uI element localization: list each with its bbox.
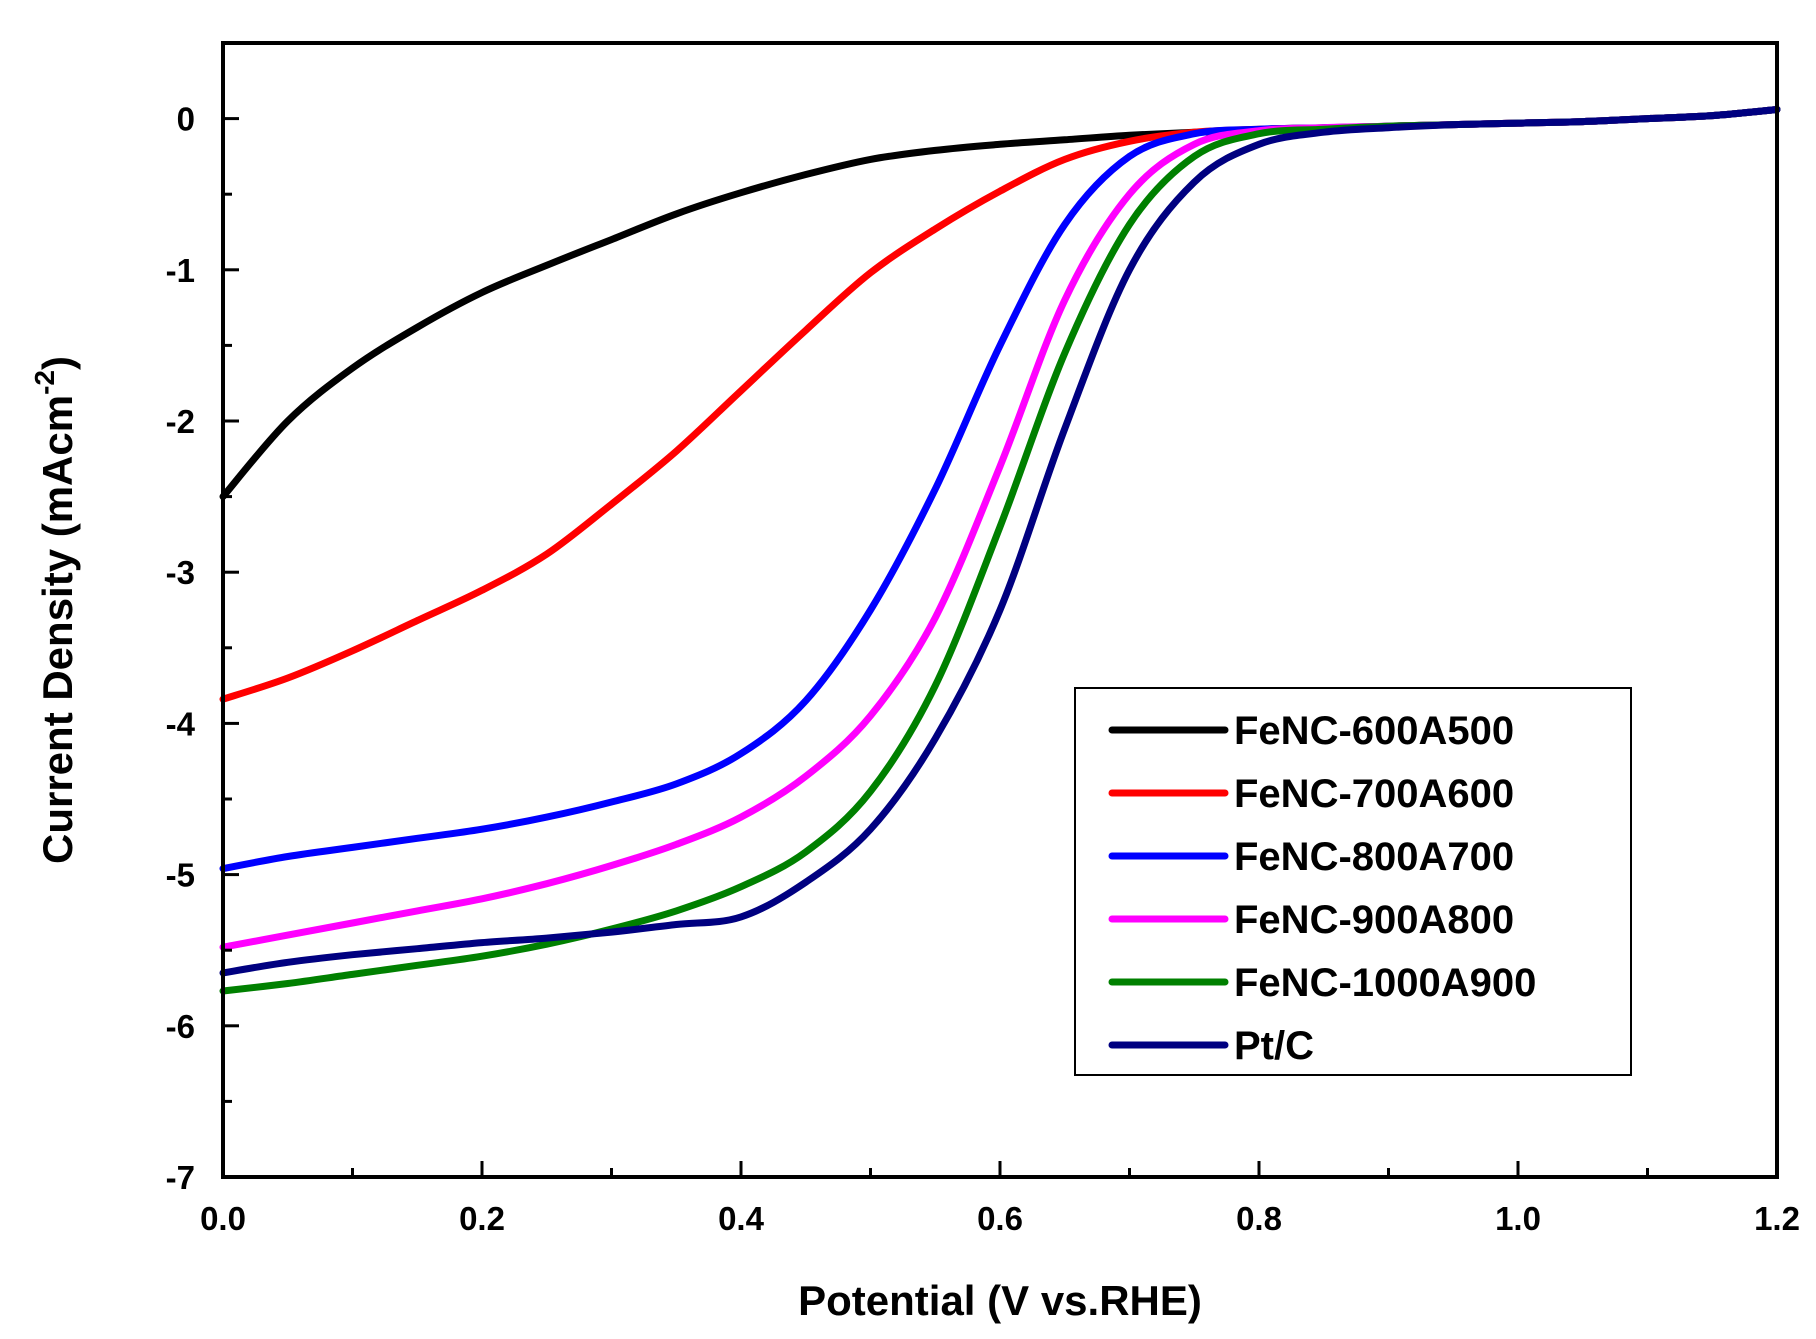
x-tick-label: 0.8 [1236,1200,1282,1237]
y-tick-label: -3 [166,554,195,591]
legend-label-3: FeNC-900A800 [1234,898,1514,942]
x-tick-label: 0.6 [977,1200,1023,1237]
y-axis-title: Current Density (mAcm-2) [29,356,81,864]
legend: FeNC-600A500 FeNC-700A600 FeNC-800A700 FeNC… [1074,687,1632,1076]
x-tick-label: 0.4 [718,1200,765,1237]
legend-label-1: FeNC-700A600 [1234,772,1514,816]
y-tick-label: -1 [166,252,195,289]
x-tick-label: 1.2 [1754,1200,1800,1237]
tick-layer: 0.0 0.2 0.4 0.6 0.8 1.0 1.2 0 -1 -2 -3 -4 -5 -6 -7 [166,101,1800,1237]
x-tick-label: 0.2 [459,1200,505,1237]
series-line-0 [219,106,1781,501]
y-tick-label: -5 [166,857,195,894]
legend-items: FeNC-600A500 FeNC-700A600 FeNC-800A700 FeNC… [1108,709,1536,1068]
legend-label-2: FeNC-800A700 [1234,835,1514,879]
legend-label-4: FeNC-1000A900 [1234,961,1536,1005]
series-layer [219,106,1781,995]
y-tick-label: -7 [166,1159,195,1196]
y-axis-title-close: ) [34,356,81,370]
y-tick-label: 0 [177,101,195,138]
x-tick-label: 1.0 [1495,1200,1541,1237]
legend-label-5: Pt/C [1234,1024,1314,1068]
y-tick-label: -4 [166,705,196,742]
y-axis-title-superscript: -2 [29,370,60,395]
y-tick-label: -6 [166,1008,195,1045]
series-line-5 [219,106,1781,977]
x-axis-title: Potential (V vs.RHE) [798,1277,1202,1324]
y-tick-label: -2 [166,403,195,440]
legend-box [1074,687,1632,1076]
x-tick-label: 0.0 [200,1200,246,1237]
legend-label-0: FeNC-600A500 [1234,709,1514,753]
y-axis-title-main: Current Density (mAcm [34,395,81,864]
